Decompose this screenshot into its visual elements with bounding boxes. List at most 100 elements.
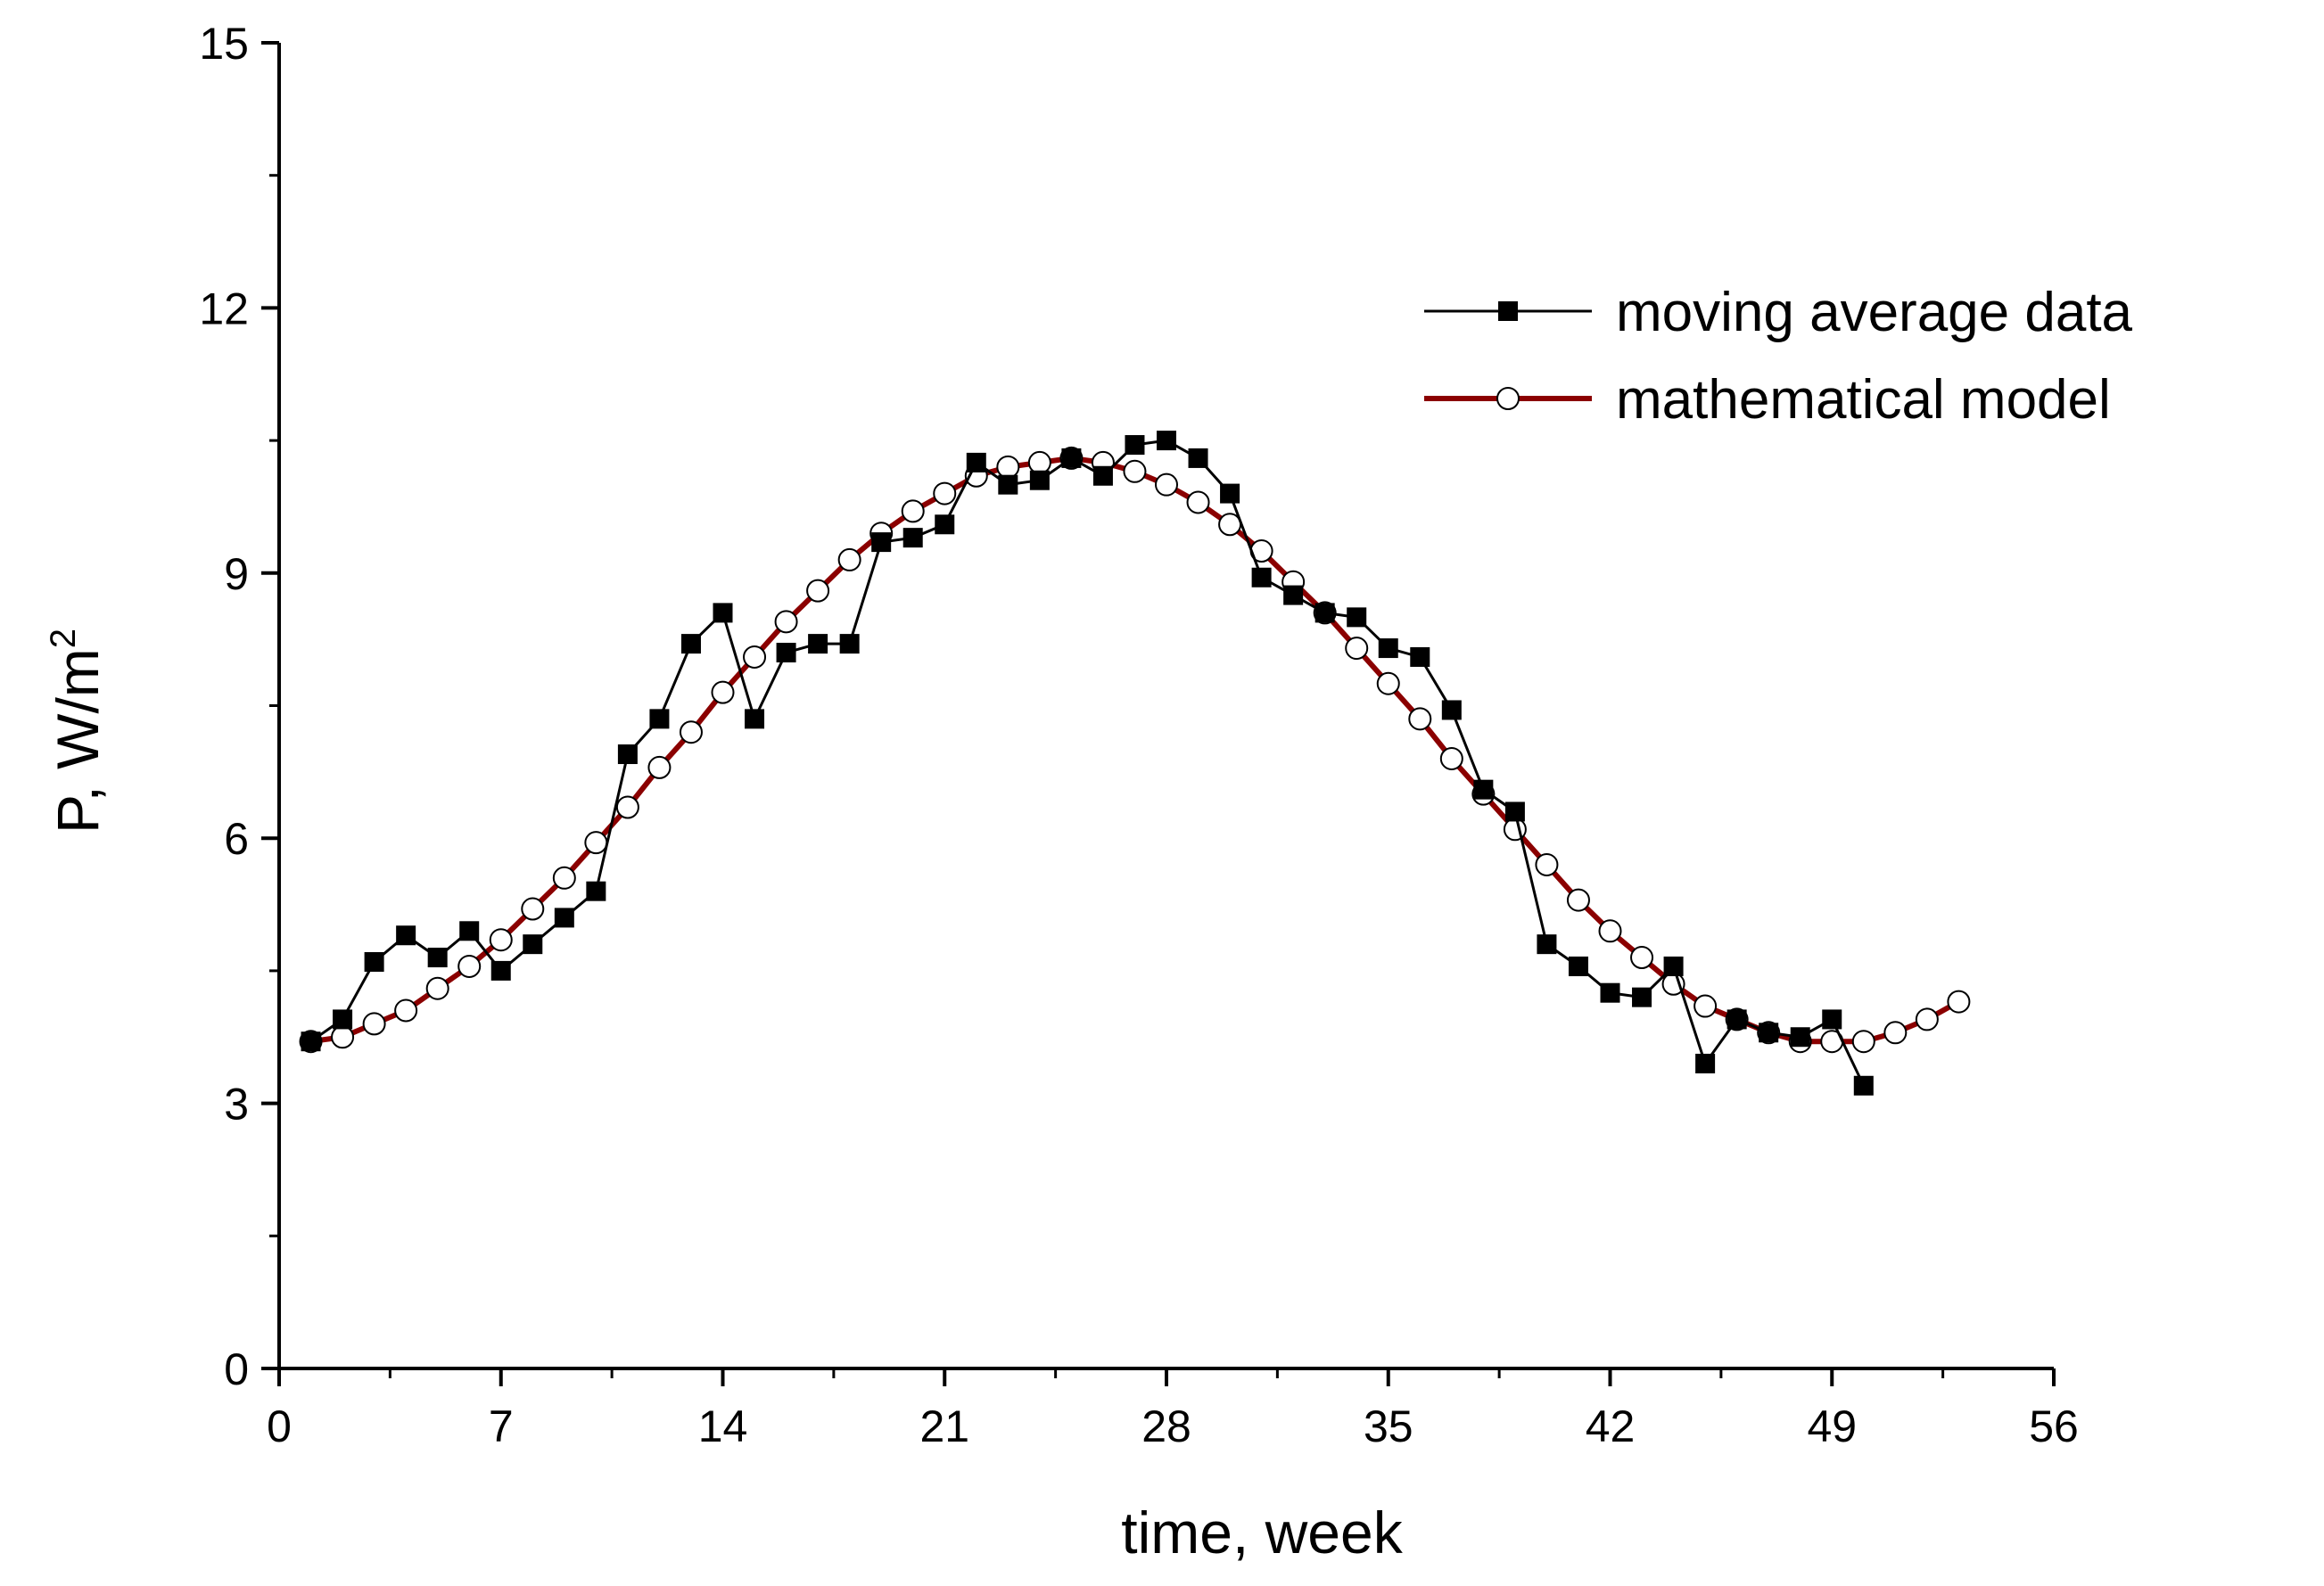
moving-average-point [1537, 934, 1557, 955]
model-point [615, 795, 639, 819]
model-point [679, 720, 703, 744]
y-tick-label: 9 [224, 549, 249, 599]
model-point [1155, 473, 1178, 497]
moving-average-point [1441, 700, 1462, 720]
moving-average-point [1504, 801, 1525, 822]
moving-average-point [490, 960, 511, 981]
moving-average-point [1759, 1023, 1779, 1043]
legend: moving average data mathematical model [1424, 282, 2133, 431]
moving-average-point [586, 881, 606, 901]
x-tick-label: 0 [267, 1401, 292, 1451]
moving-average-point [523, 934, 543, 955]
moving-average-point [808, 634, 828, 654]
model-point [711, 680, 735, 704]
model-point [1376, 671, 1400, 695]
model-point [774, 610, 798, 634]
model-point [1345, 637, 1369, 661]
x-tick-label: 49 [1807, 1401, 1857, 1451]
model-point [1851, 1030, 1875, 1054]
moving-average-point [301, 1031, 321, 1052]
x-tick-label: 28 [1141, 1401, 1191, 1451]
moving-average-line [309, 439, 1866, 1087]
moving-average-point [1378, 638, 1398, 659]
x-tick-label: 7 [489, 1401, 514, 1451]
moving-average-point [459, 921, 480, 941]
moving-average-point [839, 634, 860, 654]
legend-label-mathematical-model: mathematical model [1616, 369, 2111, 431]
moving-average-point [617, 744, 638, 765]
model-point [933, 481, 957, 505]
moving-average-point [1347, 607, 1367, 628]
model-point [1915, 1007, 1939, 1031]
model-point [1186, 490, 1210, 514]
moving-average-point [1822, 1009, 1842, 1030]
tick-labels: 0 7 14 21 28 35 42 49 56 0 3 6 9 12 15 [199, 19, 2078, 1451]
tick-marks [261, 41, 2056, 1386]
y-axis-label-superscript: 2 [44, 629, 83, 648]
y-axis-label: P, W/m2 [44, 629, 111, 834]
model-point [647, 755, 672, 779]
moving-average-point [680, 634, 701, 654]
legend-marker-mathematical-model [1496, 387, 1520, 410]
moving-average-point [1029, 470, 1050, 490]
y-tick-label: 0 [224, 1344, 249, 1394]
axes [277, 43, 2054, 1370]
model-point [425, 976, 449, 1000]
moving-average-point [1251, 567, 1272, 588]
x-tick-label: 21 [919, 1401, 969, 1451]
model-point [1439, 746, 1463, 770]
series-mathematical-model [299, 446, 1971, 1054]
moving-average-point [713, 603, 733, 623]
model-point [901, 499, 925, 523]
moving-average-point [1632, 987, 1652, 1007]
model-point [584, 831, 608, 855]
series-moving-average-data [301, 431, 1874, 1096]
model-point [1598, 919, 1622, 943]
legend-label-moving-average: moving average data [1616, 282, 2133, 343]
y-tick-label: 15 [199, 19, 249, 69]
x-tick-label: 14 [698, 1401, 748, 1451]
moving-average-point [333, 1009, 353, 1030]
model-point [331, 1025, 355, 1049]
moving-average-point [1473, 779, 1494, 800]
model-point [394, 998, 418, 1023]
model-point [1630, 946, 1654, 970]
moving-average-point [745, 709, 765, 729]
series-layer [299, 431, 1971, 1096]
moving-average-point [1061, 448, 1082, 468]
moving-average-point [554, 908, 574, 928]
model-point [1123, 459, 1147, 483]
model-point [457, 954, 482, 978]
model-point [1694, 994, 1718, 1018]
moving-average-point [396, 925, 416, 946]
model-point [1883, 1021, 1908, 1045]
model-point [1535, 852, 1559, 876]
legend-marker-moving-average [1498, 301, 1518, 321]
model-point [806, 579, 830, 603]
moving-average-point [998, 474, 1018, 495]
moving-average-point [1125, 435, 1145, 456]
y-axis-label-main: P, W/m [45, 648, 111, 834]
moving-average-point [1568, 956, 1588, 976]
model-point [521, 897, 545, 921]
moving-average-point [871, 532, 892, 553]
moving-average-point [1853, 1075, 1874, 1096]
model-point [996, 455, 1020, 479]
model-point [743, 645, 767, 669]
y-tick-label: 6 [224, 814, 249, 864]
moving-average-point [1727, 1009, 1747, 1030]
model-point [1503, 818, 1527, 842]
model-point [489, 928, 513, 952]
moving-average-point [1410, 646, 1430, 667]
moving-average-point [649, 709, 670, 729]
moving-average-point [1663, 956, 1684, 976]
moving-average-point [935, 514, 955, 535]
moving-average-point [902, 528, 923, 548]
moving-average-point [427, 948, 448, 968]
y-tick-label: 3 [224, 1080, 249, 1130]
model-point [1947, 990, 1971, 1014]
moving-average-point [1283, 585, 1304, 605]
moving-average-point [1157, 431, 1176, 451]
model-point [1566, 888, 1590, 912]
moving-average-point [1695, 1053, 1716, 1073]
